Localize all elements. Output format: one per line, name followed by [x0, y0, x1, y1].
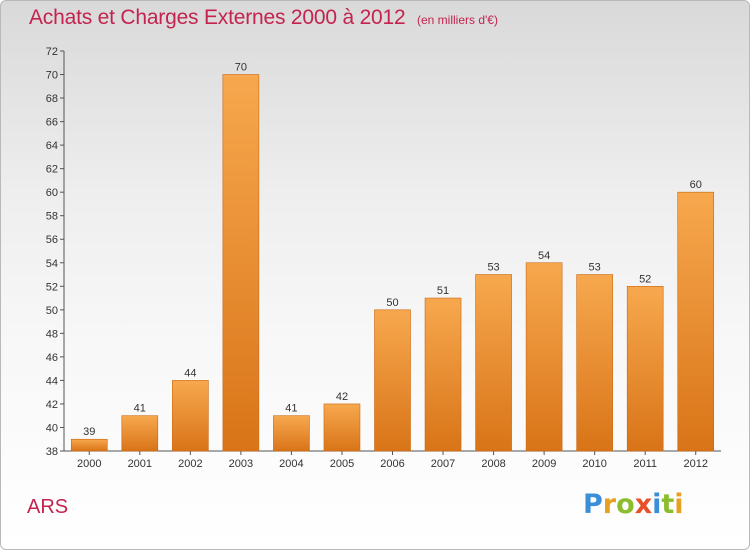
proxiti-logo[interactable]: Proxiti: [583, 489, 684, 520]
y-tick-label: 70: [46, 70, 58, 82]
y-tick-label: 56: [46, 234, 58, 246]
logo-letter: P: [583, 489, 603, 520]
data-labels: 39 41 44 70 41 42 50 51 53 54 53 52 60: [83, 62, 702, 439]
x-tick-label: 2003: [229, 458, 253, 470]
y-tick-label: 54: [46, 258, 58, 270]
bar-2010: [576, 274, 613, 452]
bar-value-label: 51: [437, 285, 449, 297]
commune-name: ARS: [27, 496, 69, 518]
y-tick-label: 58: [46, 211, 58, 223]
y-tick-label: 44: [46, 375, 58, 387]
bar-value-label: 53: [487, 262, 499, 274]
bar-2009: [525, 262, 563, 452]
x-tick-label: 2002: [178, 458, 202, 470]
logo-letter: r: [602, 489, 617, 520]
y-tick-label: 38: [46, 446, 58, 458]
bar-2003: [222, 74, 260, 452]
chart-subtitle: (en milliers d'€): [417, 13, 498, 27]
y-tick-label: 46: [46, 352, 58, 364]
bar-2000: [70, 438, 108, 452]
bar-value-label: 50: [386, 297, 398, 309]
x-tick-label: 2004: [279, 458, 303, 470]
y-tick-label: 48: [46, 328, 58, 340]
y-tick-label: 50: [46, 305, 58, 317]
x-tick-label: 2011: [633, 458, 657, 470]
y-tick-label: 52: [46, 281, 58, 293]
y-tick-label: 60: [46, 187, 58, 199]
bar-2006: [374, 309, 411, 452]
bar-value-label: 54: [538, 250, 550, 262]
bar-2005: [323, 403, 361, 452]
bar-2012: [677, 191, 715, 452]
y-axis: 38 40 42 44 46 48 50 52 54 56 58 60 62 64 66 68 70 72: [46, 46, 65, 458]
logo-letter: t: [661, 489, 675, 520]
x-axis: 2000 2001 2002 2003 2004 2005 2006 2007 2008 2009…: [64, 450, 721, 470]
bar-value-label: 44: [184, 367, 196, 379]
bar-2004: [273, 415, 310, 452]
x-tick-label: 2001: [128, 458, 152, 470]
bars: [70, 74, 715, 452]
x-tick-label: 2008: [481, 458, 505, 470]
x-tick-label: 2012: [683, 458, 707, 470]
bar-value-label: 53: [589, 262, 601, 274]
x-tick-label: 2009: [532, 458, 556, 470]
bar-2007: [424, 297, 462, 452]
x-tick-label: 2006: [380, 458, 404, 470]
logo-letter: x: [634, 489, 653, 520]
bar-value-label: 52: [639, 273, 651, 285]
x-tick-label: 2005: [330, 458, 354, 470]
bar-2002: [172, 380, 209, 452]
y-tick-label: 42: [46, 399, 58, 411]
logo-letter: o: [616, 489, 635, 520]
bar-2011: [626, 285, 664, 452]
logo-letter: i: [674, 489, 684, 520]
y-tick-label: 66: [46, 117, 58, 129]
bar-2001: [121, 415, 159, 452]
logo-letter: i: [652, 489, 662, 520]
bar-2008: [475, 274, 512, 452]
x-tick-label: 2000: [77, 458, 101, 470]
chart-title: Achats et Charges Externes 2000 à 2012: [29, 6, 406, 29]
bar-value-label: 60: [690, 179, 702, 191]
bar-value-label: 42: [336, 391, 348, 403]
x-tick-label: 2007: [431, 458, 455, 470]
bar-value-label: 70: [235, 62, 247, 74]
bar-value-label: 41: [285, 403, 297, 415]
y-tick-label: 40: [46, 422, 58, 434]
y-tick-label: 72: [46, 46, 58, 58]
x-tick-label: 2010: [582, 458, 606, 470]
bar-value-label: 39: [83, 426, 95, 438]
y-tick-label: 68: [46, 93, 58, 105]
bar-value-label: 41: [134, 403, 146, 415]
y-tick-label: 62: [46, 164, 58, 176]
y-tick-label: 64: [46, 140, 58, 152]
